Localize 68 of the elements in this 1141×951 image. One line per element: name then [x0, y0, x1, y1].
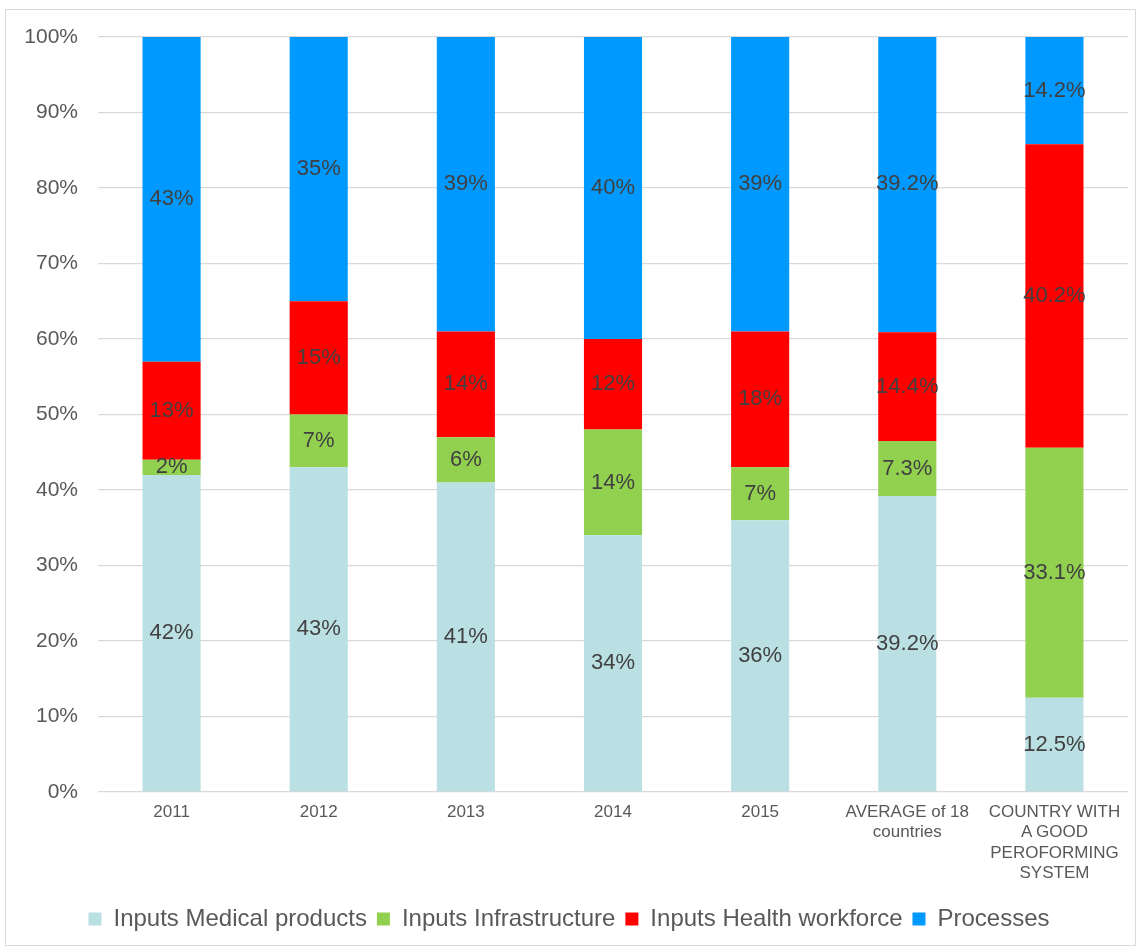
bar	[1025, 447, 1084, 698]
bar	[142, 361, 201, 460]
data-label: 39.2%	[876, 629, 939, 655]
bar	[731, 37, 790, 332]
x-tick-label: 2013	[446, 801, 485, 821]
y-tick-label: 100%	[24, 23, 78, 47]
bar	[436, 331, 495, 438]
x-tick-label: 2015	[741, 801, 780, 821]
bar	[878, 496, 937, 792]
data-label: 15%	[296, 343, 341, 369]
data-label: 35%	[296, 155, 341, 181]
bar	[731, 331, 790, 468]
x-tick-label: 2011	[153, 801, 190, 821]
y-tick-label: 60%	[35, 325, 78, 349]
data-label: 39%	[738, 170, 783, 196]
y-tick-label: 20%	[35, 627, 78, 651]
bar	[1025, 697, 1084, 792]
legend-label: Inputs Medical products	[113, 903, 367, 931]
data-label: 39%	[443, 170, 488, 196]
data-label: 36%	[738, 641, 783, 667]
data-label: 7%	[302, 426, 335, 452]
data-label: 6%	[449, 445, 482, 471]
legend-label: Inputs Health workforce	[650, 903, 903, 931]
y-tick-label: 50%	[35, 401, 78, 425]
x-tick-label: 2012	[299, 801, 338, 821]
bar	[878, 37, 937, 333]
legend-label: Inputs Infrastructure	[401, 903, 616, 931]
bar	[731, 520, 790, 792]
y-tick-label: 80%	[35, 174, 78, 198]
data-label: 43%	[296, 615, 341, 641]
bar	[583, 339, 643, 430]
x-tick-label: AVERAGE of 18 countries	[845, 801, 970, 842]
bar	[289, 467, 348, 792]
data-label: 14%	[443, 370, 488, 396]
data-label: 41%	[443, 622, 488, 648]
data-label: 40%	[590, 174, 636, 200]
bar	[142, 37, 201, 362]
data-label: 7.3%	[882, 454, 933, 480]
bar	[436, 37, 495, 332]
legend-label: Processes	[937, 903, 1050, 931]
bar	[289, 301, 348, 415]
bar	[142, 474, 201, 792]
data-label: 34%	[590, 649, 636, 675]
bar	[583, 429, 643, 536]
bar	[731, 467, 790, 521]
bar	[583, 37, 643, 339]
x-tick-label: COUNTRY WITH A GOOD PEROFORMING SYSTEM	[988, 801, 1121, 883]
data-label: 12%	[590, 370, 636, 396]
bar	[289, 37, 348, 302]
y-tick-label: 30%	[35, 552, 78, 576]
data-label: 2%	[155, 453, 188, 479]
data-label: 12.5%	[1023, 730, 1086, 756]
bar	[289, 414, 348, 468]
y-tick-label: 90%	[35, 99, 78, 123]
bar	[583, 535, 643, 792]
y-tick-label: 70%	[35, 250, 78, 274]
data-label: 42%	[149, 619, 194, 645]
data-label: 14%	[590, 468, 636, 494]
x-tick-label: 2014	[594, 801, 632, 821]
bar	[436, 482, 495, 792]
data-label: 7%	[744, 479, 777, 505]
y-tick-label: 10%	[35, 703, 78, 727]
y-tick-label: 40%	[35, 476, 78, 500]
data-label: 43%	[149, 185, 194, 211]
y-tick-label: 0%	[47, 778, 78, 802]
bar	[1025, 144, 1084, 448]
data-label: 13%	[149, 396, 194, 422]
data-label: 18%	[738, 385, 783, 411]
